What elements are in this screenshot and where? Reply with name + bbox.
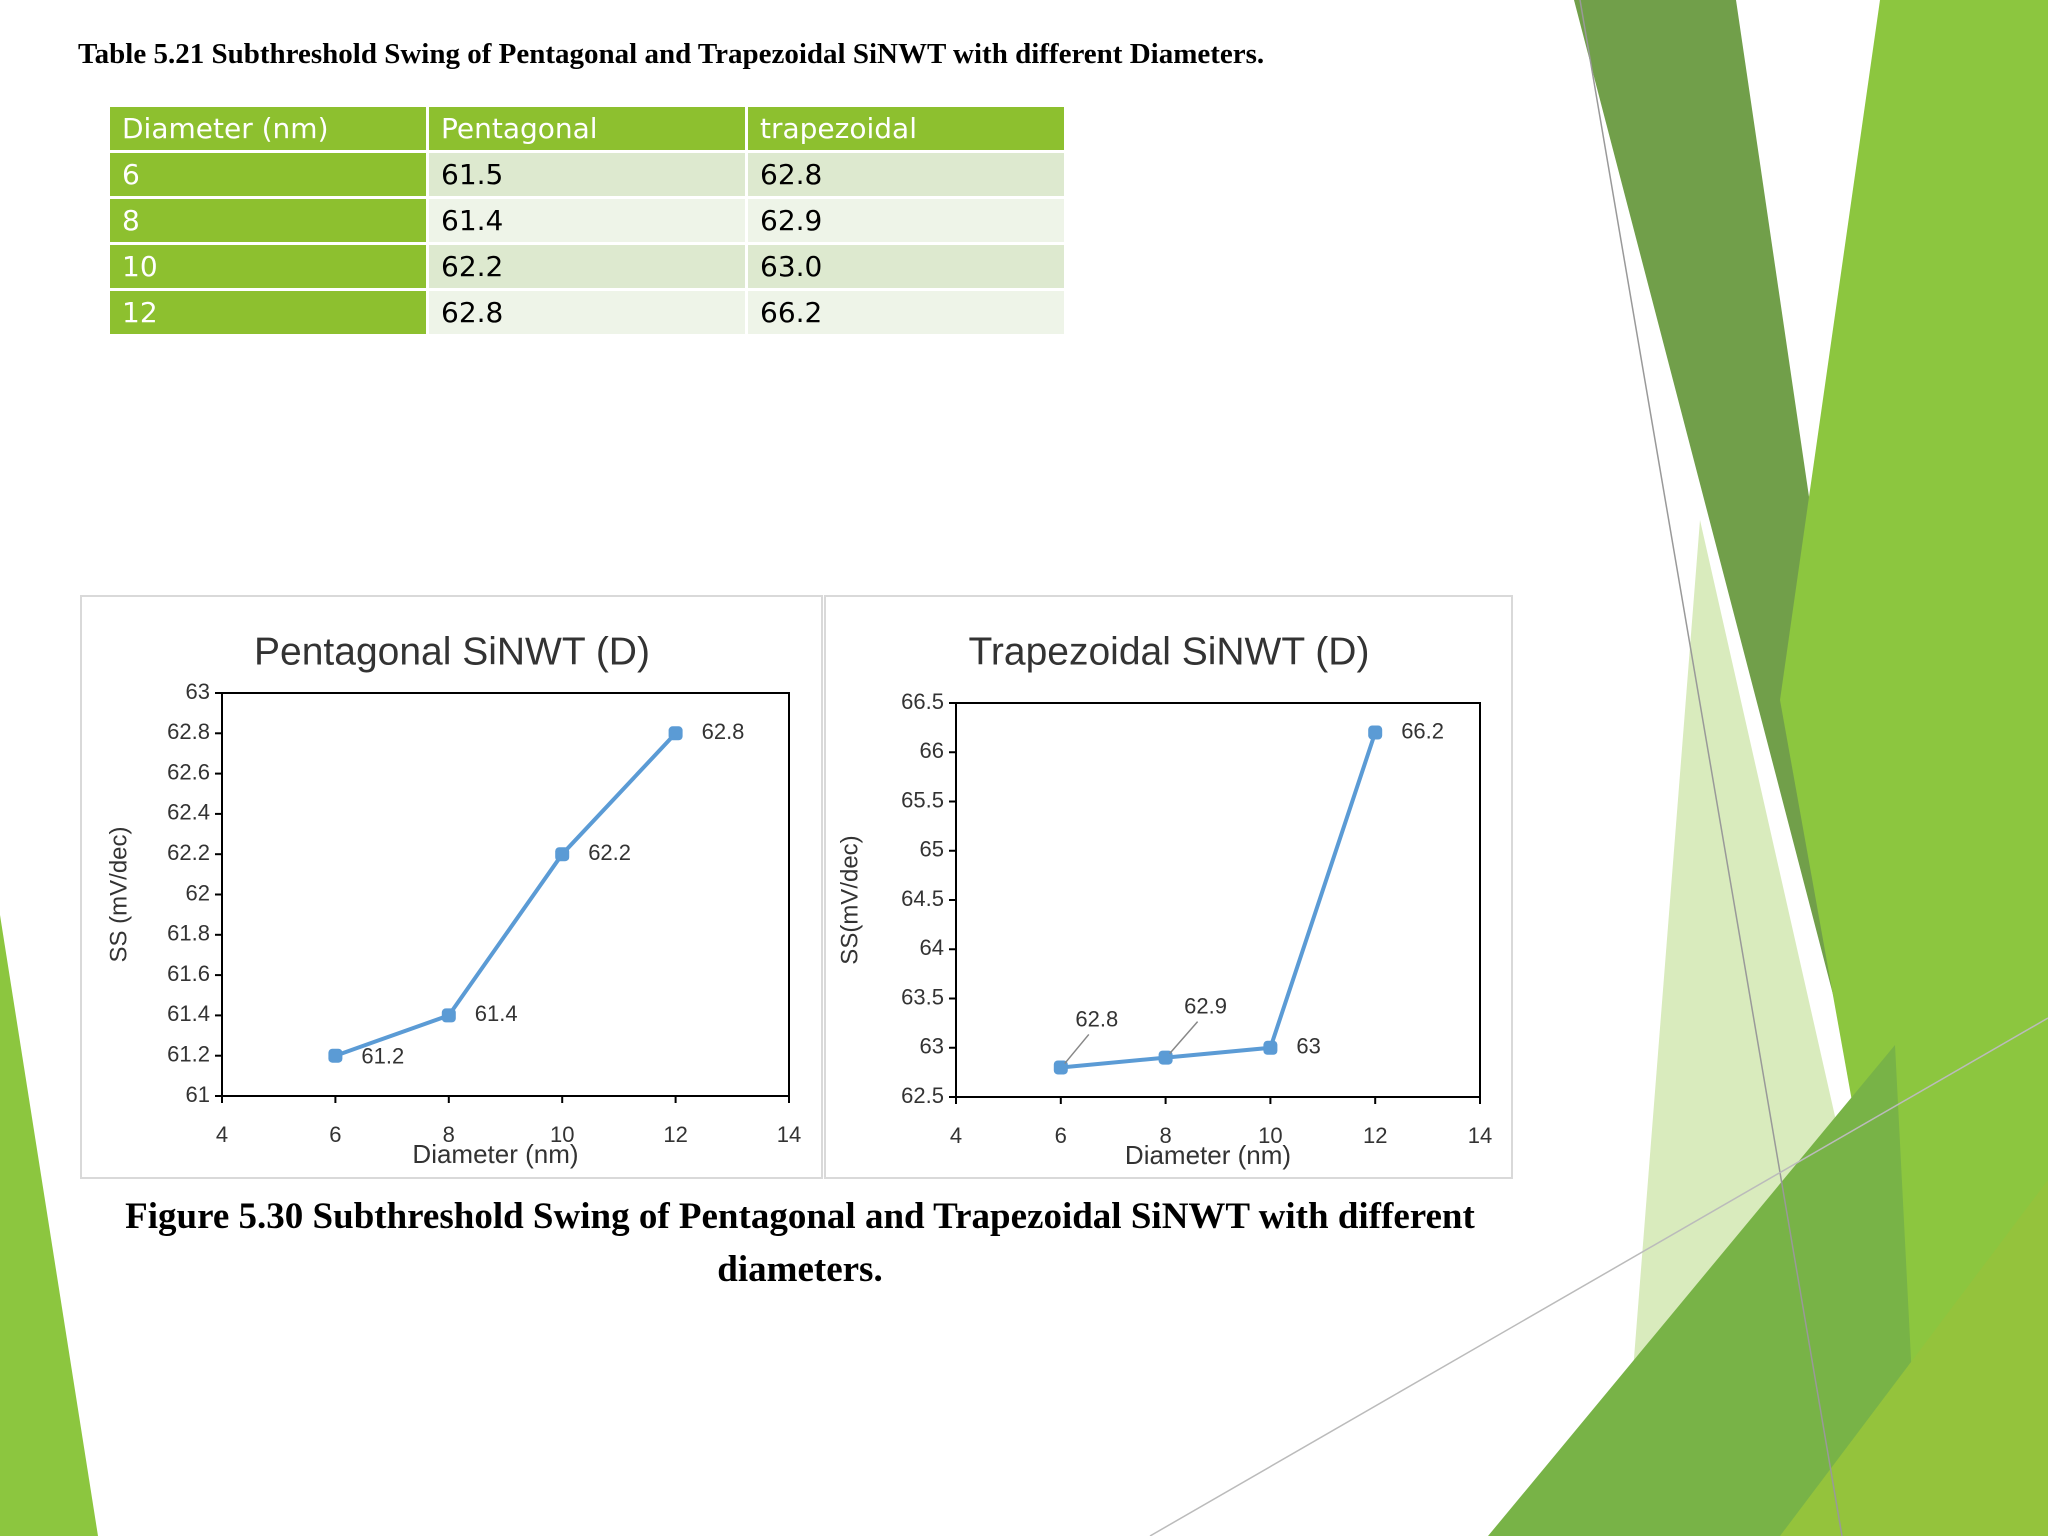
chart-title: Trapezoidal SiNWT (D) bbox=[969, 630, 1370, 673]
table-cell: Pentagonal bbox=[429, 107, 745, 150]
deco-line bbox=[1579, 0, 1843, 1536]
series-line bbox=[1060, 731, 1378, 1070]
table-cell: Diameter (nm) bbox=[110, 107, 426, 150]
table-cell: 61.4 bbox=[429, 199, 745, 242]
data-point bbox=[441, 1008, 456, 1023]
y-tick-label: 61.8 bbox=[167, 921, 210, 946]
y-tick-label: 62.8 bbox=[167, 719, 210, 744]
x-axis-title: Diameter (nm) bbox=[412, 1139, 578, 1169]
data-point bbox=[555, 847, 570, 862]
y-tick-label: 62.2 bbox=[167, 840, 210, 865]
y-tick-label: 62.4 bbox=[167, 800, 210, 825]
table-cell: 62.8 bbox=[429, 291, 745, 334]
x-tick-label: 14 bbox=[1468, 1123, 1492, 1148]
table-row: 6 61.5 62.8 bbox=[110, 153, 1064, 196]
chart-title: Pentagonal SiNWT (D) bbox=[254, 630, 650, 673]
table-cell: 62.9 bbox=[748, 199, 1064, 242]
data-label: 62.9 bbox=[1184, 993, 1227, 1018]
table-cell: 66.2 bbox=[748, 291, 1064, 334]
data-point bbox=[1158, 1050, 1173, 1065]
deco-line bbox=[1149, 1017, 2048, 1536]
table-caption: Table 5.21 Subthreshold Swing of Pentago… bbox=[78, 38, 1265, 70]
y-tick-label: 62 bbox=[186, 880, 210, 905]
y-tick-label: 63.5 bbox=[901, 984, 944, 1009]
x-tick-label: 12 bbox=[663, 1122, 687, 1147]
y-tick-label: 61.4 bbox=[167, 1001, 210, 1026]
data-point bbox=[328, 1048, 343, 1063]
data-table: Diameter (nm) Pentagonal trapezoidal 6 61.5 6… bbox=[107, 104, 1067, 337]
data-point bbox=[1053, 1060, 1068, 1075]
y-tick-label: 65 bbox=[920, 837, 944, 862]
table-row: 8 61.4 62.9 bbox=[110, 199, 1064, 242]
y-tick-label: 65.5 bbox=[901, 787, 944, 812]
figure-caption: Figure 5.30 Subthreshold Swing of Pentag… bbox=[125, 1196, 1475, 1290]
y-axis-title: SS(mV/dec) bbox=[836, 835, 863, 964]
series-line bbox=[334, 731, 678, 1058]
y-axis-title: SS (mV/dec) bbox=[105, 826, 132, 962]
x-tick-label: 10 bbox=[1258, 1123, 1282, 1148]
table-cell: 12 bbox=[110, 291, 426, 334]
y-tick-label: 63 bbox=[920, 1034, 944, 1059]
y-tick-label: 64 bbox=[920, 935, 944, 960]
data-point bbox=[1263, 1040, 1278, 1055]
table-row: 10 62.2 63.0 bbox=[110, 245, 1064, 288]
table-row: Diameter (nm) Pentagonal trapezoidal bbox=[110, 107, 1064, 150]
table-cell: 8 bbox=[110, 199, 426, 242]
y-tick-label: 64.5 bbox=[901, 886, 944, 911]
y-tick-label: 66.5 bbox=[901, 689, 944, 714]
table-cell: 63.0 bbox=[748, 245, 1064, 288]
leader-line bbox=[1064, 1033, 1090, 1064]
table-cell: 6 bbox=[110, 153, 426, 196]
data-label: 61.4 bbox=[475, 1001, 518, 1026]
data-label: 63 bbox=[1296, 1034, 1320, 1059]
x-tick-label: 4 bbox=[216, 1122, 228, 1147]
y-tick-label: 62.6 bbox=[167, 759, 210, 784]
y-tick-label: 61.2 bbox=[167, 1042, 210, 1067]
data-label: 62.8 bbox=[702, 719, 745, 744]
x-tick-label: 12 bbox=[1363, 1123, 1387, 1148]
deco bbox=[1488, 1045, 1920, 1536]
data-point bbox=[1368, 725, 1383, 740]
x-tick-label: 14 bbox=[777, 1122, 801, 1147]
data-label: 61.2 bbox=[361, 1044, 404, 1069]
x-tick-label: 8 bbox=[1159, 1123, 1171, 1148]
data-label: 62.8 bbox=[1075, 1006, 1118, 1031]
x-tick-label: 6 bbox=[1055, 1123, 1067, 1148]
table-row: 12 62.8 66.2 bbox=[110, 291, 1064, 334]
x-tick-label: 10 bbox=[550, 1122, 574, 1147]
table-cell: 62.2 bbox=[429, 245, 745, 288]
table-cell: 10 bbox=[110, 245, 426, 288]
leader-line bbox=[1169, 1021, 1199, 1055]
y-tick-label: 61 bbox=[186, 1082, 210, 1107]
table-cell: trapezoidal bbox=[748, 107, 1064, 150]
deco bbox=[1780, 1180, 2048, 1536]
y-tick-label: 66 bbox=[920, 738, 944, 763]
data-point bbox=[668, 726, 683, 741]
table-cell: 61.5 bbox=[429, 153, 745, 196]
panel bbox=[824, 595, 1513, 1179]
x-axis-title: Diameter (nm) bbox=[1125, 1140, 1291, 1170]
data-label: 66.2 bbox=[1401, 718, 1444, 743]
x-tick-label: 6 bbox=[329, 1122, 341, 1147]
data-label: 62.2 bbox=[588, 840, 631, 865]
table-cell: 62.8 bbox=[748, 153, 1064, 196]
deco bbox=[0, 915, 98, 1536]
x-tick-label: 8 bbox=[443, 1122, 455, 1147]
y-tick-label: 61.6 bbox=[167, 961, 210, 986]
deco bbox=[1780, 0, 2048, 1536]
x-tick-label: 4 bbox=[950, 1123, 962, 1148]
y-tick-label: 63 bbox=[186, 679, 210, 704]
y-tick-label: 62.5 bbox=[901, 1083, 944, 1108]
